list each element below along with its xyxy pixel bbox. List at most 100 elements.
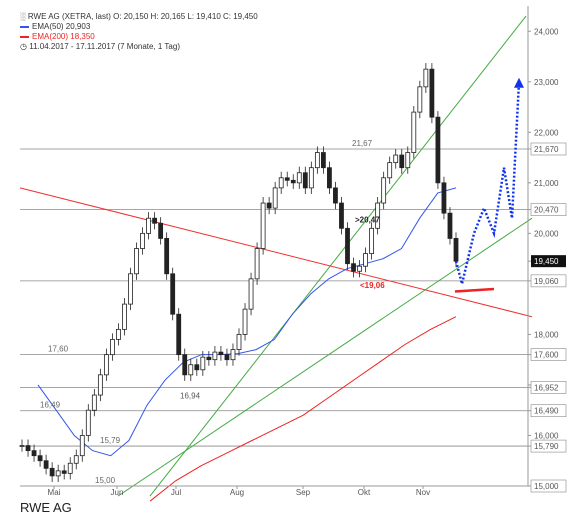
candle-body <box>393 154 399 164</box>
footer-title: RWE AG <box>20 500 72 515</box>
ema200-value: 18,350 <box>70 32 95 41</box>
y-tick-label: 20,470 <box>534 206 559 215</box>
candle-body <box>116 328 121 340</box>
candle-body <box>19 445 25 447</box>
candle-body <box>170 273 176 315</box>
candle-body <box>417 86 423 113</box>
candle-body <box>248 278 254 310</box>
candle-body <box>97 374 103 396</box>
level-label: 17,60 <box>48 345 69 354</box>
candle-body <box>429 68 435 118</box>
chart-type-icon: ░ <box>20 12 26 21</box>
candle-body <box>302 172 308 189</box>
candle-body <box>327 167 332 189</box>
current-price-box <box>531 255 566 268</box>
candle-body <box>37 455 43 462</box>
candle-body <box>194 364 200 371</box>
level-labels-layer: 21,67 >20,47 <19,06 17,60 16,94 16,49 15,79 15,… <box>40 139 385 485</box>
candle-body <box>224 354 230 361</box>
forecast-arrow-icon <box>514 77 524 88</box>
candle-body <box>411 111 417 153</box>
y-tick-label: 23,000 <box>534 78 559 87</box>
candle-body <box>158 222 164 239</box>
ema-layer <box>37 187 457 502</box>
ema50-label: EMA(50) <box>32 22 64 31</box>
candle-body <box>345 227 350 265</box>
ema200-line <box>149 316 457 502</box>
candle-body <box>351 263 356 272</box>
candle-body <box>43 460 49 469</box>
candle-body <box>278 177 284 189</box>
level-label: 15,00 <box>95 476 116 485</box>
y-tick-label: 19,450 <box>534 257 559 266</box>
x-tick-label: Mai <box>48 488 61 497</box>
candle-body <box>91 394 97 411</box>
upper-trendline-green <box>149 15 527 497</box>
candle-body <box>188 364 194 376</box>
candle-body <box>164 238 170 275</box>
level-label: 15,79 <box>100 436 121 445</box>
candle-body <box>110 339 115 356</box>
candle-body <box>242 308 248 335</box>
candle-body <box>308 167 314 189</box>
x-tick-label: Sep <box>296 488 311 497</box>
ohlc-values: O: 20,150 H: 20,165 L: 19,410 C: 19,450 <box>113 12 258 21</box>
axis-layer: 24,000 23,000 22,000 21,670 21,000 20,470 20,0… <box>20 6 567 497</box>
candle-body <box>61 470 67 474</box>
candle-body <box>296 172 302 184</box>
y-tick-label: 19,060 <box>534 277 559 286</box>
candle-body <box>25 445 31 452</box>
y-tick-label: 21,670 <box>534 145 559 154</box>
candle-body <box>387 162 393 179</box>
legend-range: ◷ 11.04.2017 - 17.11.2017 (7 Monate, 1 T… <box>20 42 180 52</box>
y-tick-label: 22,000 <box>534 128 559 137</box>
candle-body <box>266 202 272 209</box>
candle-body <box>423 68 429 88</box>
support-mark-red <box>454 287 495 293</box>
candle-body <box>284 177 290 181</box>
candle-body <box>441 182 447 214</box>
y-tick-label: 16,952 <box>534 383 559 392</box>
y-tick-label: 16,490 <box>534 407 559 416</box>
y-tick-label: 18,000 <box>534 330 559 339</box>
candle-body <box>314 152 320 169</box>
candle-body <box>363 253 368 267</box>
ema50-line <box>37 187 457 457</box>
candle-body <box>55 470 61 477</box>
candle-body <box>320 152 326 169</box>
y-tick-label: 21,000 <box>534 179 559 188</box>
chart-header-instrument: ░ RWE AG (XETRA, last) O: 20,150 H: 20,1… <box>20 12 258 22</box>
candle-body <box>103 354 109 376</box>
y-tick-label: 20,000 <box>534 229 559 238</box>
candle-body <box>200 356 206 371</box>
candle-body <box>49 467 55 477</box>
trendline-layer <box>19 15 533 497</box>
candle-body <box>128 273 133 305</box>
candle-body <box>254 248 260 280</box>
level-label: 21,67 <box>352 139 373 148</box>
forecast-path <box>454 81 521 285</box>
ema50-value: 20,903 <box>65 22 91 31</box>
legend-ema200: EMA(200) 18,350 <box>20 32 95 42</box>
candle-body <box>79 435 85 457</box>
candle-body <box>67 462 73 474</box>
lower-trendline-green <box>117 217 533 497</box>
y-tick-label: 15,000 <box>534 482 559 491</box>
y-tick-label: 24,000 <box>534 27 559 36</box>
y-tick-label: 15,790 <box>534 442 559 451</box>
candle-body <box>122 303 127 330</box>
candle-body <box>369 227 375 254</box>
level-label: <19,06 <box>360 281 385 290</box>
candle-body <box>230 349 236 361</box>
candle-body <box>447 212 453 239</box>
candle-body <box>146 217 151 234</box>
x-tick-label: Jun <box>111 488 124 497</box>
candle-body <box>218 351 224 356</box>
x-tick-label: Aug <box>230 488 244 497</box>
candle-body <box>73 455 79 464</box>
x-tick-label: Jul <box>171 488 181 497</box>
candle-body <box>206 356 212 361</box>
candle-body <box>381 177 387 204</box>
legend-ema50: EMA(50) 20,903 <box>20 22 90 32</box>
x-tick-label: Okt <box>358 488 371 497</box>
